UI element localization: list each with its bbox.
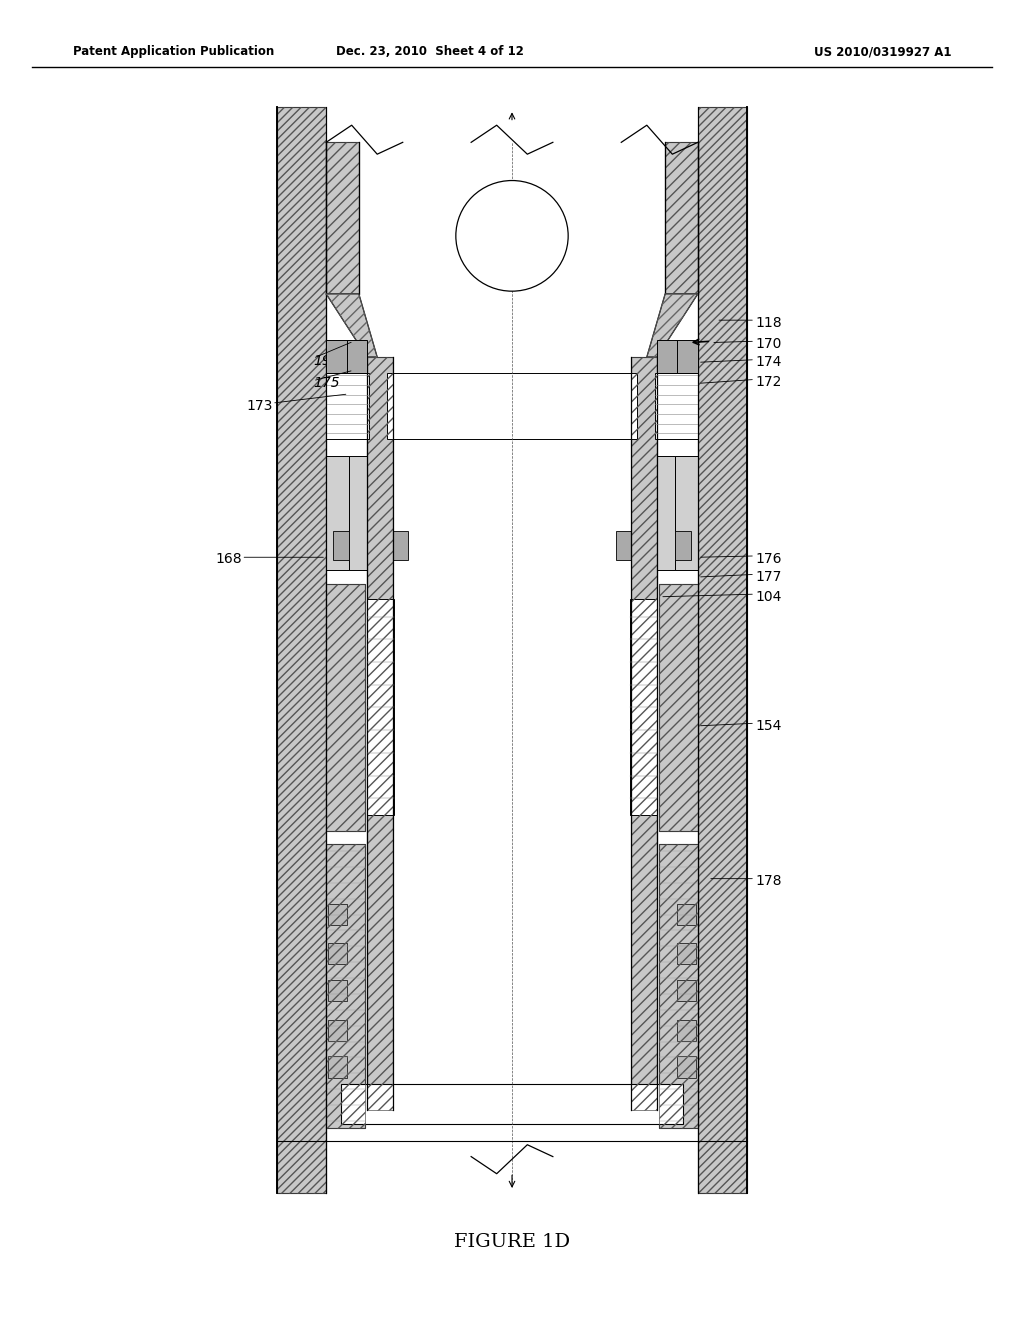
Text: 104: 104 — [755, 590, 781, 603]
Bar — [326, 143, 358, 294]
Text: 193: 193 — [313, 354, 340, 368]
Text: 178: 178 — [755, 874, 781, 888]
Bar — [326, 845, 365, 1127]
Bar — [657, 466, 676, 557]
Bar — [698, 107, 746, 1193]
Text: 174: 174 — [755, 355, 781, 370]
Bar — [678, 944, 696, 965]
Ellipse shape — [456, 181, 568, 292]
Polygon shape — [326, 294, 377, 356]
Bar — [698, 107, 746, 1193]
Bar — [678, 1056, 696, 1077]
Bar — [348, 455, 367, 570]
Text: 168: 168 — [216, 552, 243, 565]
Bar — [659, 583, 698, 832]
Bar — [632, 356, 657, 1110]
Bar — [632, 356, 657, 1110]
Text: US 2010/0319927 A1: US 2010/0319927 A1 — [814, 45, 951, 58]
Text: 175: 175 — [313, 376, 340, 391]
Bar — [657, 341, 678, 372]
Bar — [326, 455, 348, 570]
Bar — [326, 845, 365, 1127]
Bar — [326, 583, 365, 832]
Bar — [631, 599, 657, 816]
Bar — [328, 904, 346, 925]
Bar — [367, 599, 393, 816]
Bar — [278, 107, 326, 1193]
Bar — [328, 1019, 346, 1040]
Bar — [616, 531, 632, 560]
Bar — [666, 143, 698, 294]
Text: 118: 118 — [755, 315, 781, 330]
Bar — [657, 455, 676, 570]
Bar — [326, 341, 348, 372]
Text: 170: 170 — [755, 337, 781, 351]
Bar — [676, 531, 691, 560]
Bar — [333, 531, 348, 560]
Bar — [367, 356, 392, 1110]
Text: 173: 173 — [247, 399, 272, 413]
Text: FIGURE 1D: FIGURE 1D — [454, 1233, 570, 1251]
Text: 176: 176 — [755, 552, 781, 565]
Bar — [348, 345, 362, 370]
Bar — [655, 372, 698, 438]
Bar — [659, 845, 698, 1127]
Polygon shape — [392, 356, 632, 1110]
Bar — [367, 356, 392, 1110]
Bar — [278, 107, 326, 1193]
Bar — [676, 455, 698, 570]
Bar — [326, 583, 365, 832]
Bar — [678, 979, 696, 1001]
Text: Dec. 23, 2010  Sheet 4 of 12: Dec. 23, 2010 Sheet 4 of 12 — [336, 45, 524, 58]
Bar — [326, 372, 369, 438]
Bar — [341, 1084, 683, 1123]
Bar — [678, 904, 696, 925]
Text: 154: 154 — [755, 719, 781, 733]
Bar — [328, 944, 346, 965]
Bar — [666, 143, 698, 294]
Bar — [676, 341, 698, 372]
Text: 177: 177 — [755, 570, 781, 583]
Text: Patent Application Publication: Patent Application Publication — [73, 45, 274, 58]
Polygon shape — [647, 294, 698, 356]
Bar — [392, 531, 408, 560]
Bar — [678, 1019, 696, 1040]
Bar — [659, 845, 698, 1127]
Bar — [387, 372, 637, 438]
Bar — [659, 583, 698, 832]
Bar — [328, 979, 346, 1001]
Bar — [328, 1056, 346, 1077]
Text: 172: 172 — [755, 375, 781, 389]
Bar — [662, 345, 676, 370]
Bar — [346, 341, 367, 372]
Bar — [326, 143, 358, 294]
Bar — [348, 466, 367, 557]
